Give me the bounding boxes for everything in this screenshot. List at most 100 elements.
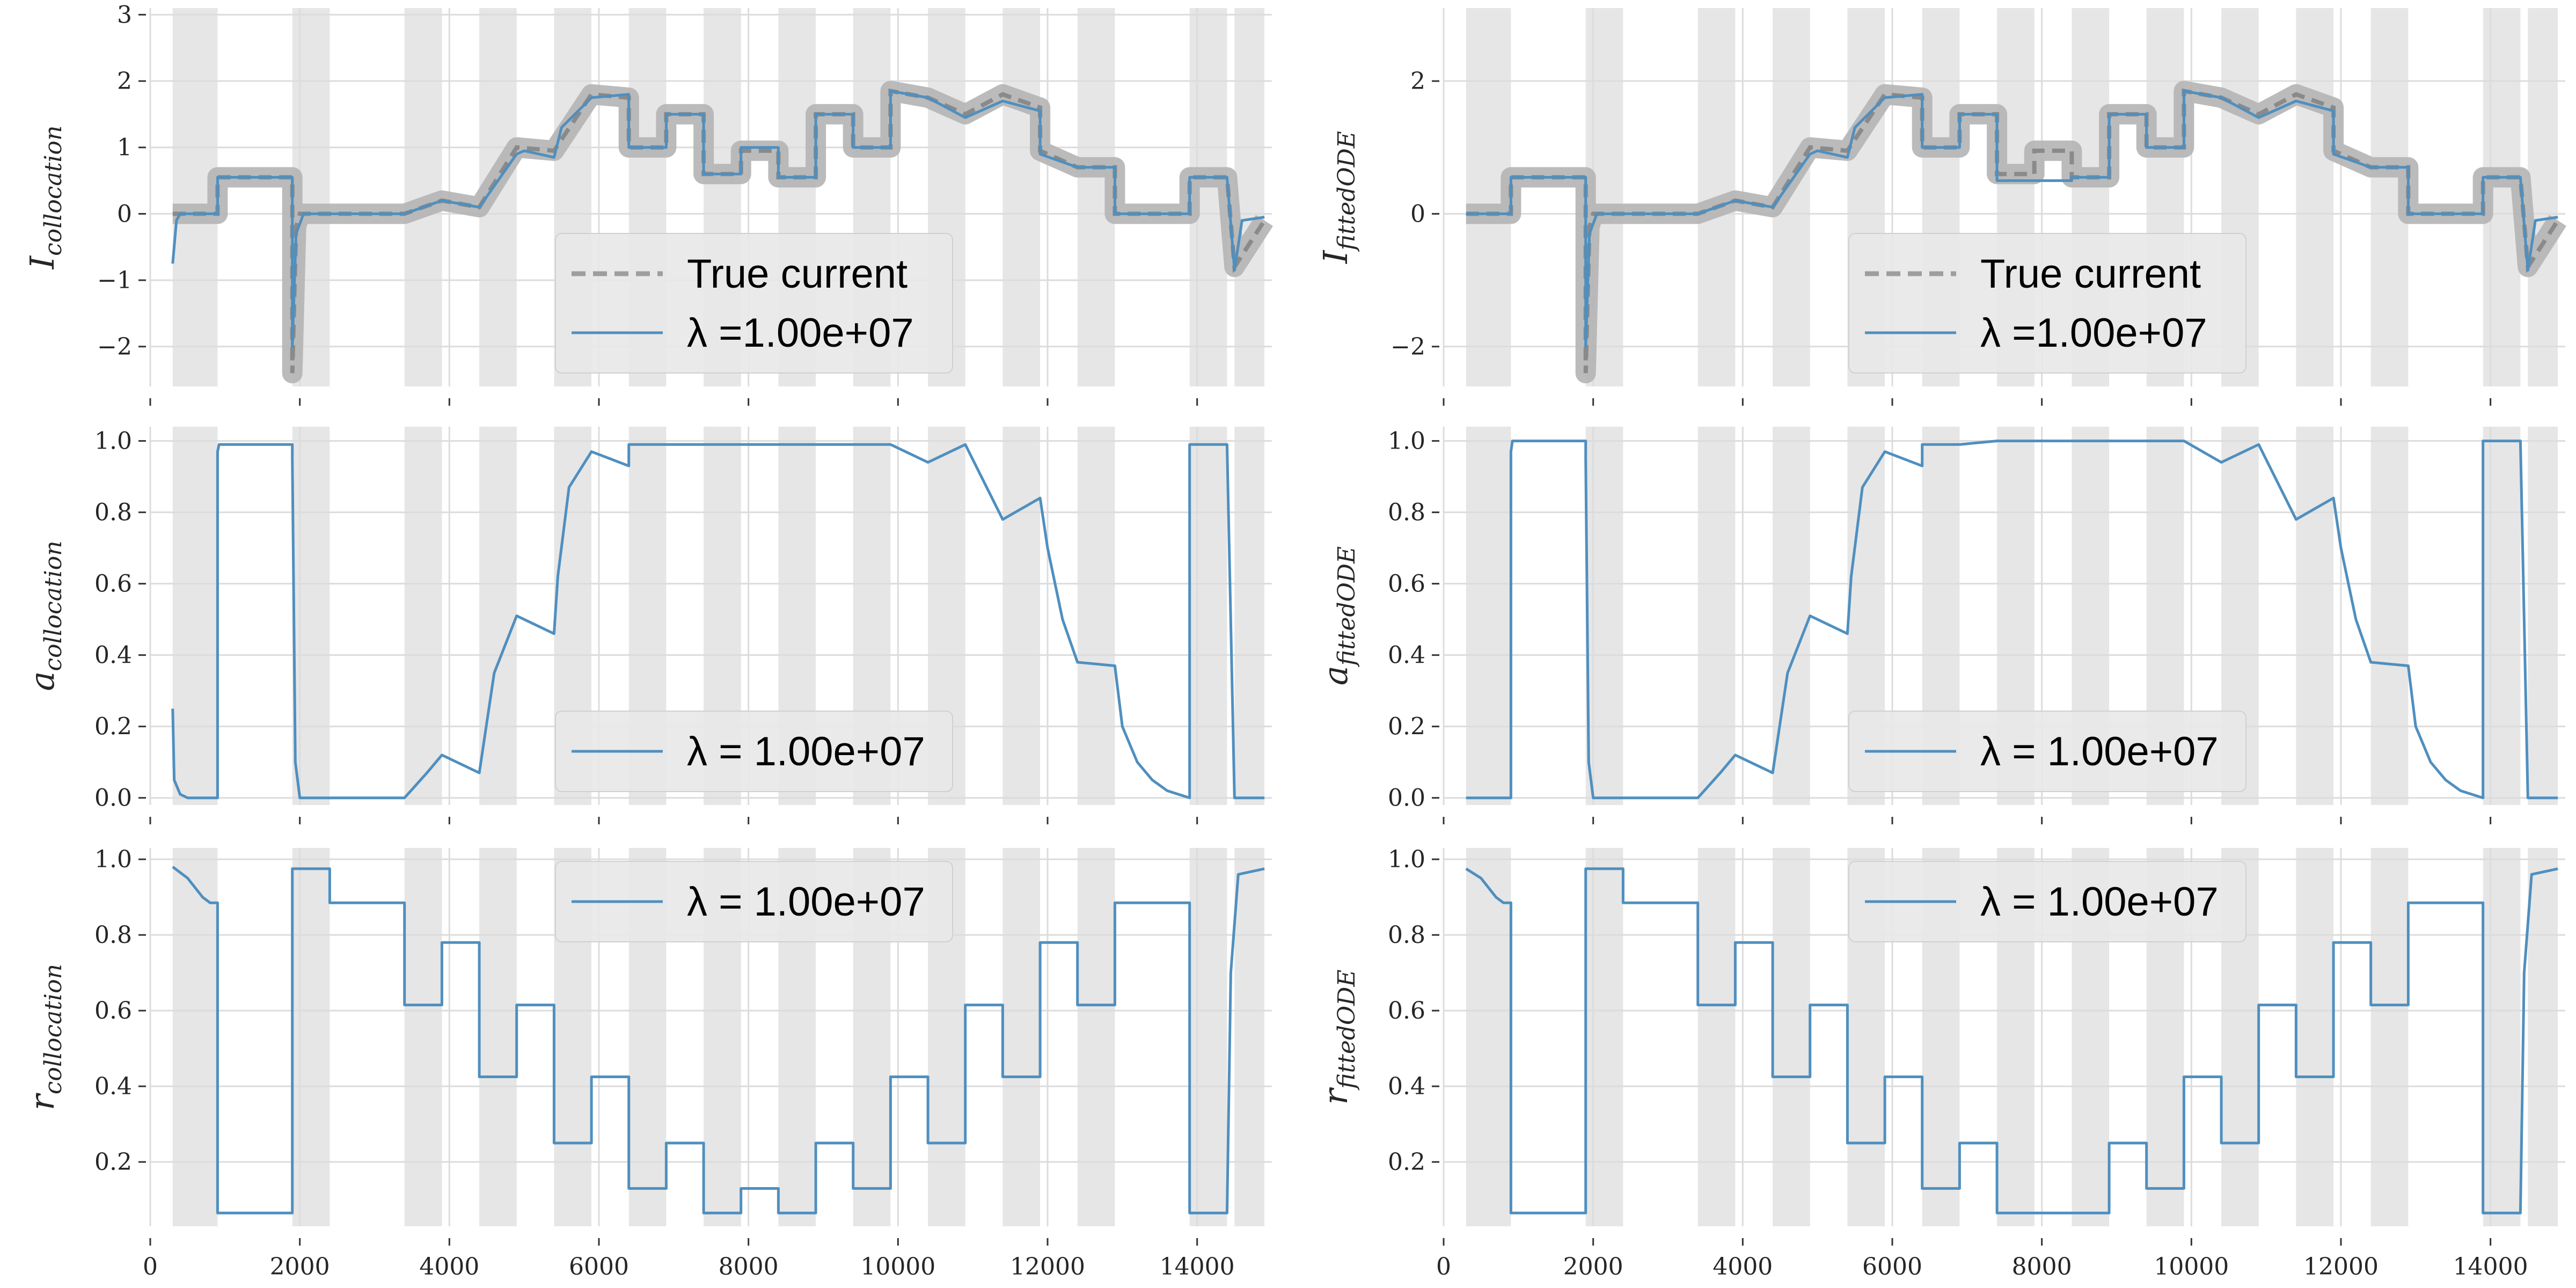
y-axis-label: Icollocation [23,126,67,270]
series-line-fit [172,866,1265,1214]
y-axis-label: IfittedODE [1316,131,1360,264]
y-tick-label: −2 [97,333,132,361]
y-tick-label: −1 [97,267,132,294]
x-tick-label: 14000 [1160,1253,1235,1280]
series-line-fit [1465,867,2558,1214]
x-tick-label: 10000 [2154,1253,2229,1280]
y-tick-label: 0.4 [1388,642,1425,669]
x-tick-label: 12000 [1010,1253,1085,1280]
x-tick-label: 2000 [270,1253,330,1280]
y-tick-label: 0.4 [1388,1073,1425,1100]
shaded-interval [172,848,218,1226]
panel-a-fittedODE: 0.0 0.2 0.4 0.6 0.8 1.0 afittedODE λ = 1.00e+07 [1316,427,2565,824]
shaded-interval [2370,427,2409,805]
shaded-interval [1697,427,1736,805]
y-tick-label: 1.0 [1388,846,1425,873]
y-tick-label: 0.0 [1388,785,1425,812]
shaded-interval [2296,427,2334,805]
y-tick-label: −2 [1391,333,1425,361]
legend-label: λ = 1.00e+07 [687,729,925,774]
y-tick-label: 0 [117,200,132,228]
y-tick-label: 0.6 [94,997,132,1024]
shaded-interval [404,427,442,805]
y-tick-label: 0.2 [94,713,132,741]
legend-box [555,861,953,942]
y-tick-label: 0.8 [1388,499,1425,526]
x-tick-label: 10000 [860,1253,935,1280]
x-tick-label: 8000 [719,1253,779,1280]
y-axis-label: afittedODE [1316,546,1360,685]
x-tick-label: 0 [143,1253,158,1280]
shaded-interval [1773,848,1810,1226]
y-tick-label: 0.4 [94,642,132,669]
x-tick-label: 12000 [2303,1253,2379,1280]
legend-box [555,233,953,374]
x-tick-label: 6000 [569,1253,629,1280]
shaded-interval [292,848,330,1226]
y-tick-label: 0 [1410,200,1425,228]
y-tick-label: 0.6 [1388,570,1425,598]
shaded-interval [1002,8,1041,386]
shaded-interval [172,427,218,805]
shaded-interval [479,848,517,1226]
y-tick-label: 2 [1410,68,1425,95]
shaded-interval [2528,848,2558,1226]
y-tick-label: 0.4 [94,1073,132,1100]
shaded-interval [1466,848,1511,1226]
shaded-interval [2528,427,2558,805]
panel-r-fittedODE: 0.2 0.4 0.6 0.8 1.0 0 2000 4000 6000 8000 10000 120… [1316,846,2565,1280]
x-tick-label: 14000 [2453,1253,2528,1280]
shaded-interval [1077,848,1115,1226]
y-tick-label: 0.8 [94,499,132,526]
x-tick-label: 4000 [419,1253,479,1280]
legend-box [1848,861,2246,942]
y-axis-label: rcollocation [23,964,67,1110]
y-tick-label: 3 [117,1,132,28]
x-tick-label: 0 [1436,1253,1451,1280]
series-line-fit [1466,440,2558,800]
shaded-interval [1773,427,1810,805]
shaded-interval [1077,427,1115,805]
shaded-interval [2483,427,2521,805]
legend-label: λ = 1.00e+07 [1980,729,2219,774]
y-tick-label: 2 [117,68,132,95]
shaded-interval [1697,848,1736,1226]
y-tick-label: 0.2 [94,1148,132,1176]
shaded-interval [1189,848,1227,1226]
y-tick-label: 0.8 [1388,921,1425,949]
shaded-interval [1002,848,1041,1226]
shaded-interval [1234,848,1265,1226]
legend-label: λ = 1.00e+07 [1980,879,2219,925]
series-line-fit [171,90,1265,348]
series-line-fit [1466,90,2558,348]
y-tick-label: 0.2 [1388,713,1425,741]
panel-I-fittedODE: −2 0 2 IfittedODE True current λ =1.00e+07 [1316,8,2567,406]
y-tick-label: 1.0 [1388,428,1425,455]
y-tick-label: 0.0 [94,785,132,812]
shaded-interval [2528,8,2558,386]
y-tick-label: 1.0 [94,846,132,873]
shaded-interval [1002,427,1041,805]
x-tick-label: 6000 [1862,1253,1922,1280]
y-tick-label: 1 [117,134,132,162]
legend-label: λ = 1.00e+07 [687,879,925,925]
y-tick-label: 0.6 [94,570,132,598]
x-tick-label: 8000 [2012,1253,2072,1280]
shaded-interval [1585,427,1623,805]
series-line-fit [171,443,1265,800]
shaded-interval [1234,427,1265,805]
x-tick-label: 4000 [1713,1253,1773,1280]
shaded-interval [2370,848,2409,1226]
shaded-interval [1466,427,1511,805]
legend-box [555,711,953,792]
legend-label: True current [687,251,908,297]
shaded-interval [404,848,442,1226]
y-tick-label: 0.8 [94,921,132,949]
shaded-interval [2296,848,2334,1226]
panel-a-collocation: 0.0 0.2 0.4 0.6 0.8 1.0 acollocation λ = 1.00e+… [23,427,1272,824]
panel-I-collocation: −2 −1 0 1 2 3 Icollocation True current λ =1.00e… [23,1,1274,406]
legend-label: λ =1.00e+07 [1980,310,2207,356]
y-tick-label: 0.6 [1388,997,1425,1024]
legend-label: λ =1.00e+07 [687,310,914,356]
